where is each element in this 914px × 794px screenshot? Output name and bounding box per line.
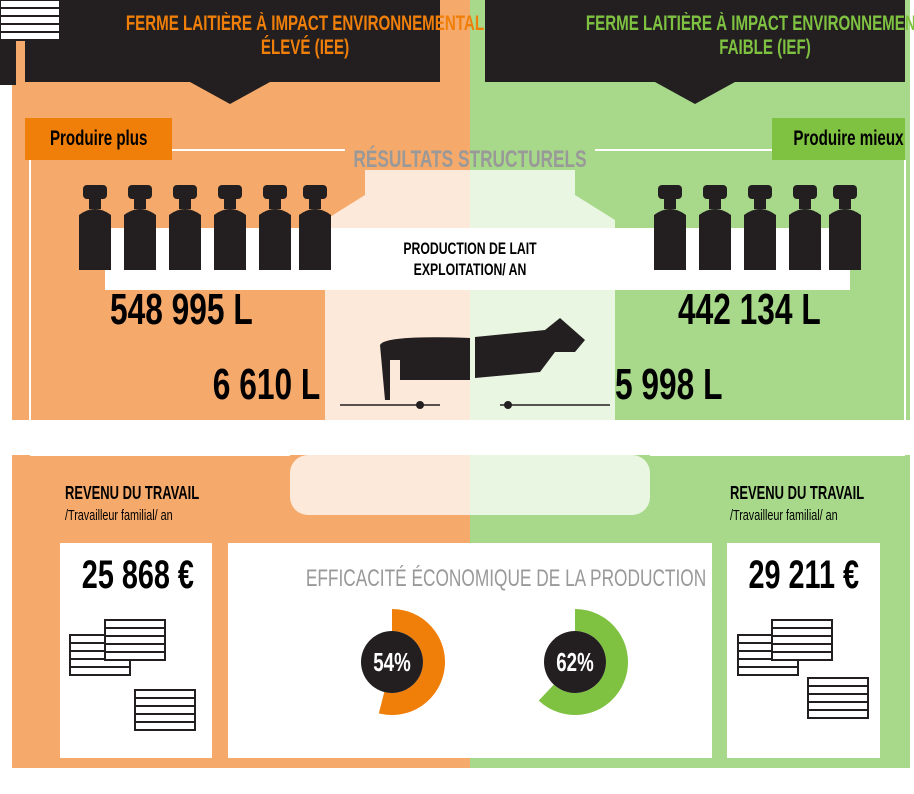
donuts: 54% 62%	[0, 0, 914, 794]
page: FERME LAITIÈRE À IMPACT ENVIRONNEMENTAL …	[0, 0, 914, 794]
donut-label: 62%	[556, 647, 593, 677]
donut-label: 54%	[373, 647, 410, 677]
